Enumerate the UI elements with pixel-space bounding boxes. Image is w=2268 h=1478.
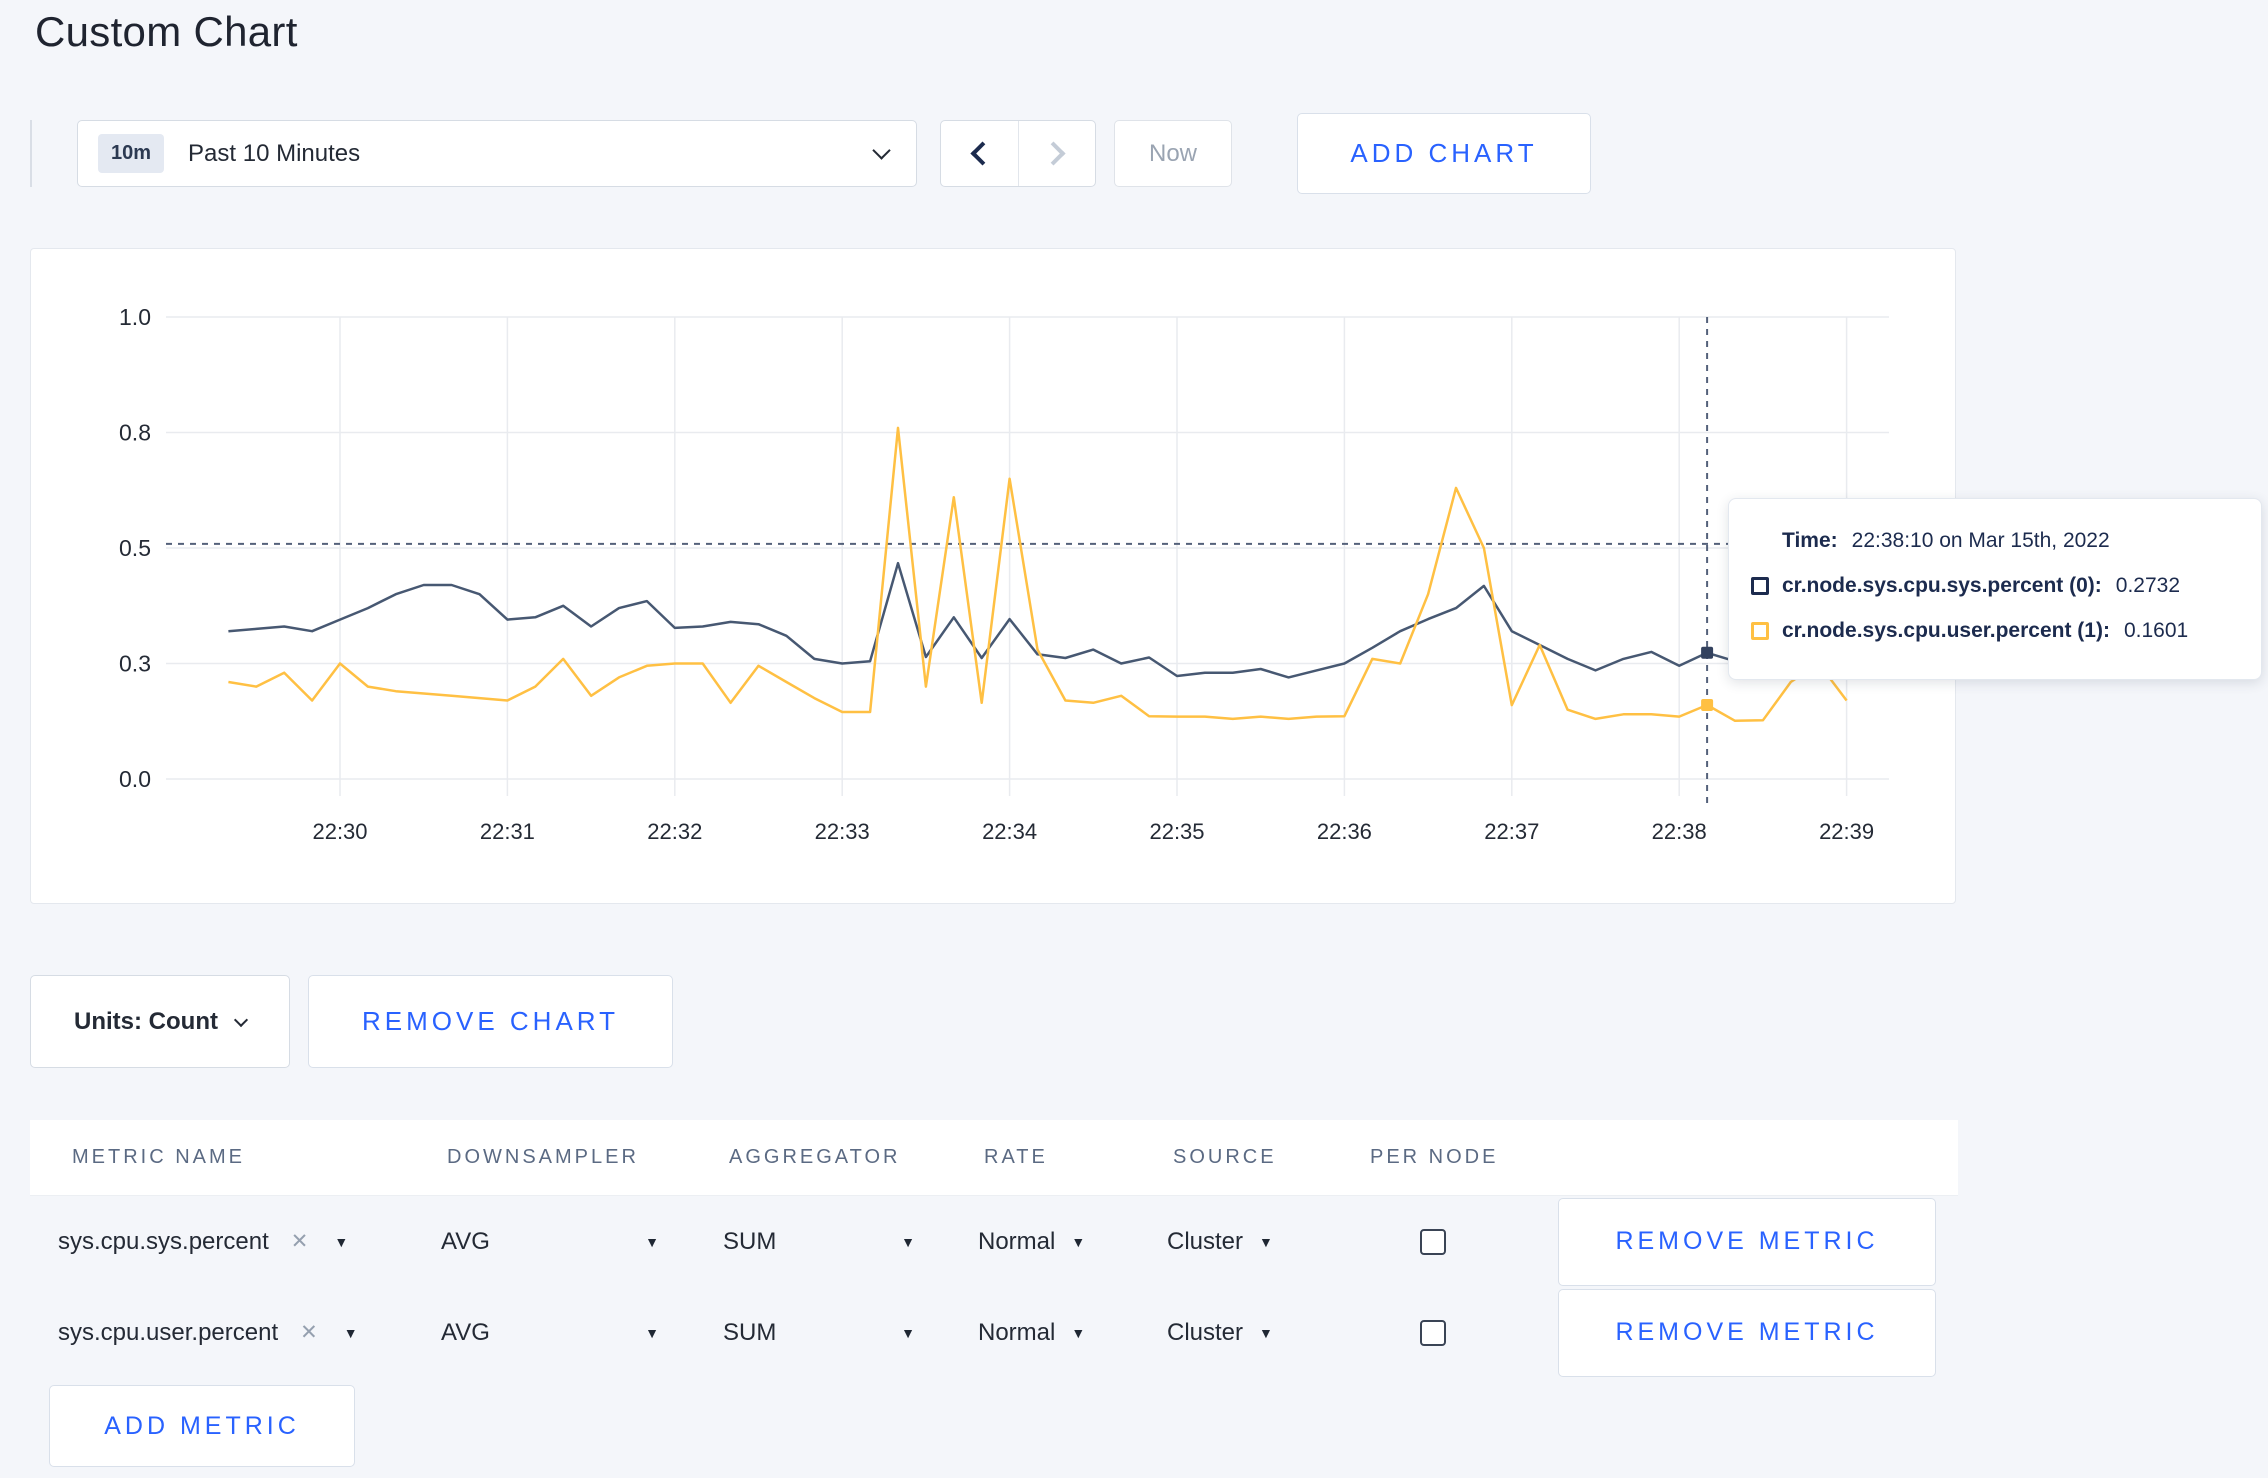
rate-value: Normal — [978, 1227, 1056, 1255]
x-axis-tick-label: 22:36 — [1317, 819, 1372, 844]
next-time-button[interactable] — [1019, 121, 1096, 186]
remove-chart-button[interactable]: REMOVE CHART — [308, 975, 673, 1068]
dropdown-arrow-icon: ▼ — [1071, 1233, 1086, 1250]
tooltip-series-name: cr.node.sys.cpu.sys.percent (0): — [1782, 574, 2102, 597]
dropdown-arrow-icon: ▼ — [1071, 1324, 1086, 1341]
series-line-cr.node.sys.cpu.sys.percent — [228, 561, 1847, 679]
rate-dropdown[interactable]: Normal ▼ — [978, 1319, 1085, 1347]
x-axis-tick-label: 22:37 — [1484, 819, 1539, 844]
rate-value: Normal — [978, 1318, 1056, 1346]
metric-name-dropdown[interactable]: sys.cpu.sys.percent ✕ ▼ — [58, 1228, 441, 1256]
chevron-left-icon — [970, 141, 995, 166]
dropdown-arrow-icon: ▼ — [1259, 1233, 1273, 1250]
y-axis-tick-label: 0.0 — [119, 766, 151, 792]
time-range-label: Past 10 Minutes — [188, 139, 361, 167]
dropdown-arrow-icon: ▼ — [901, 1233, 915, 1250]
tooltip-time-label: Time: — [1782, 529, 1838, 552]
clear-metric-icon[interactable]: ✕ — [300, 1321, 318, 1344]
tooltip-series-name: cr.node.sys.cpu.user.percent (1): — [1782, 619, 2110, 642]
tooltip-series-row: cr.node.sys.cpu.sys.percent (0): 0.2732 — [1751, 574, 2237, 598]
series-sys-legend-icon — [1751, 577, 1769, 595]
downsampler-dropdown[interactable]: AVG ▼ — [441, 1319, 659, 1347]
col-header-aggregator: AGGREGATOR — [729, 1146, 901, 1168]
col-header-rate: RATE — [984, 1146, 1048, 1168]
chevron-down-icon — [872, 141, 891, 160]
rate-dropdown[interactable]: Normal ▼ — [978, 1228, 1085, 1256]
series-user-legend-icon — [1751, 622, 1769, 640]
prev-time-button[interactable] — [941, 121, 1019, 186]
x-axis-tick-label: 22:30 — [312, 819, 367, 844]
chevron-down-icon — [233, 1012, 249, 1027]
source-dropdown[interactable]: Cluster ▼ — [1167, 1228, 1273, 1256]
crosshair-point-cr.node.sys.cpu.user.percent — [1701, 699, 1714, 712]
x-axis-tick-label: 22:34 — [982, 819, 1037, 844]
metric-row-sys: sys.cpu.sys.percent ✕ ▼ AVG ▼ SUM ▼ Norm… — [30, 1196, 1958, 1287]
dropdown-arrow-icon: ▼ — [645, 1324, 659, 1341]
downsampler-value: AVG — [441, 1318, 490, 1346]
chart-card: 1.0 0.8 0.5 0.3 0.0 22:30 22:31 22:32 22:33 22:34… — [30, 248, 1956, 904]
tooltip-series-value: 0.1601 — [2123, 619, 2189, 642]
series-line-cr.node.sys.cpu.user.percent — [228, 426, 1848, 723]
source-value: Cluster — [1167, 1318, 1244, 1346]
chart-tooltip: Time: 22:38:10 on Mar 15th, 2022 cr.node… — [1728, 498, 2262, 680]
units-dropdown[interactable]: Units: Count — [30, 975, 290, 1068]
x-axis-tick-label: 22:32 — [647, 819, 702, 844]
col-header-per-node: PER NODE — [1370, 1146, 1499, 1168]
add-metric-button[interactable]: ADD METRIC — [49, 1385, 355, 1467]
tooltip-time-value: 22:38:10 on Mar 15th, 2022 — [1851, 529, 2110, 552]
x-axis-tick-label: 22:38 — [1652, 819, 1707, 844]
aggregator-value: SUM — [723, 1227, 777, 1255]
crosshair-point-cr.node.sys.cpu.sys.percent — [1701, 646, 1714, 659]
remove-metric-button[interactable]: REMOVE METRIC — [1558, 1197, 1936, 1286]
dropdown-arrow-icon[interactable]: ▼ — [343, 1324, 358, 1341]
toolbar-divider — [30, 120, 32, 187]
x-axis-tick-label: 22:39 — [1819, 819, 1874, 844]
time-range-dropdown[interactable]: 10m Past 10 Minutes — [77, 120, 917, 187]
clear-metric-icon[interactable]: ✕ — [290, 1230, 309, 1253]
dropdown-arrow-icon[interactable]: ▼ — [334, 1233, 349, 1250]
col-header-source: SOURCE — [1173, 1146, 1277, 1168]
metric-name-dropdown[interactable]: sys.cpu.user.percent ✕ ▼ — [58, 1319, 441, 1347]
cpu-percent-line-chart[interactable]: 1.0 0.8 0.5 0.3 0.0 22:30 22:31 22:32 22:33 22:34… — [31, 249, 1957, 905]
tooltip-series-row: cr.node.sys.cpu.user.percent (1): 0.1601 — [1751, 619, 2237, 643]
downsampler-value: AVG — [441, 1227, 490, 1255]
aggregator-value: SUM — [723, 1318, 777, 1346]
metric-name-value: sys.cpu.user.percent — [58, 1318, 279, 1346]
downsampler-dropdown[interactable]: AVG ▼ — [441, 1228, 659, 1256]
time-pager — [940, 120, 1096, 187]
source-dropdown[interactable]: Cluster ▼ — [1167, 1319, 1273, 1347]
aggregator-dropdown[interactable]: SUM ▼ — [723, 1228, 915, 1256]
tooltip-time-row: Time: 22:38:10 on Mar 15th, 2022 — [1751, 529, 2237, 553]
now-button[interactable]: Now — [1114, 120, 1232, 187]
x-axis-tick-label: 22:35 — [1149, 819, 1204, 844]
col-header-metric-name: METRIC NAME — [72, 1146, 245, 1168]
add-chart-button[interactable]: ADD CHART — [1297, 113, 1591, 194]
x-axis-tick-label: 22:33 — [815, 819, 870, 844]
y-axis-tick-label: 0.3 — [119, 651, 151, 677]
col-header-downsampler: DOWNSAMPLER — [447, 1146, 639, 1168]
y-axis-tick-label: 1.0 — [119, 304, 151, 330]
time-range-badge: 10m — [98, 134, 165, 173]
source-value: Cluster — [1167, 1227, 1244, 1255]
per-node-checkbox[interactable] — [1420, 1319, 1446, 1346]
remove-metric-button[interactable]: REMOVE METRIC — [1558, 1288, 1936, 1377]
tooltip-series-value: 0.2732 — [2115, 574, 2181, 597]
page-title: Custom Chart — [35, 8, 298, 55]
dropdown-arrow-icon: ▼ — [901, 1324, 915, 1341]
dropdown-arrow-icon: ▼ — [645, 1233, 659, 1250]
metric-name-value: sys.cpu.sys.percent — [58, 1227, 269, 1255]
metric-row-user: sys.cpu.user.percent ✕ ▼ AVG ▼ SUM ▼ Nor… — [30, 1287, 1958, 1378]
x-axis-tick-label: 22:31 — [480, 819, 535, 844]
metrics-table: METRIC NAME DOWNSAMPLER AGGREGATOR RATE … — [30, 1120, 1958, 1378]
aggregator-dropdown[interactable]: SUM ▼ — [723, 1319, 915, 1347]
chevron-right-icon — [1041, 141, 1066, 166]
y-axis-tick-label: 0.5 — [119, 535, 151, 561]
units-label: Units: Count — [74, 1007, 218, 1035]
dropdown-arrow-icon: ▼ — [1259, 1324, 1273, 1341]
metrics-table-header: METRIC NAME DOWNSAMPLER AGGREGATOR RATE … — [30, 1120, 1958, 1196]
per-node-checkbox[interactable] — [1420, 1228, 1446, 1255]
y-axis-tick-label: 0.8 — [119, 420, 151, 446]
